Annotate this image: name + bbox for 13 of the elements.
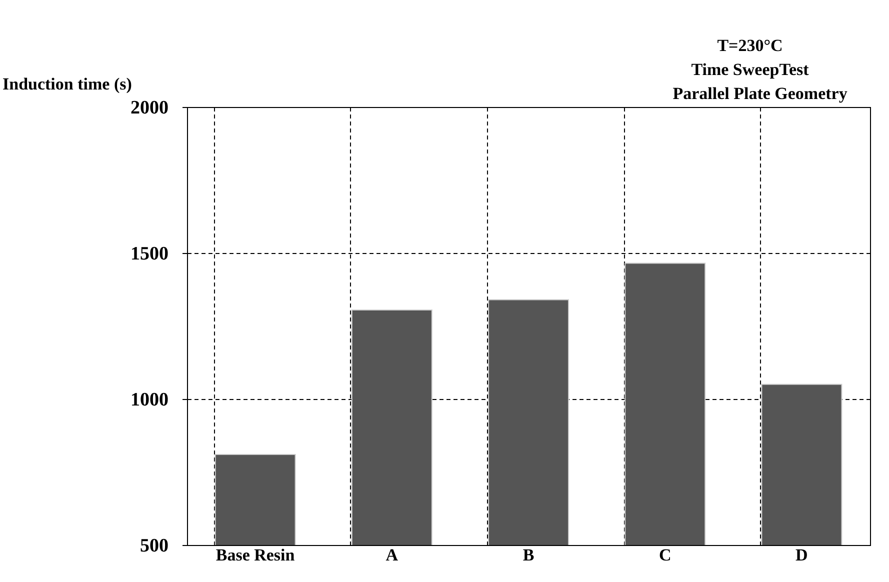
x-tick-label: B <box>522 546 534 564</box>
y-tick-label: 2000 <box>130 98 168 118</box>
x-tick-label: C <box>658 546 672 564</box>
x-tick-label: A <box>386 546 399 564</box>
y-tick-label: 500 <box>140 536 168 556</box>
y-tick-label: 1000 <box>130 390 168 410</box>
y-axis-title: Induction time (s) <box>2 74 132 94</box>
text: Parallel Plate Geometry <box>672 84 848 103</box>
text: Time SweepTest <box>691 60 810 79</box>
y-tick-label: 1500 <box>130 244 168 264</box>
x-tick-label: Base Resin <box>216 546 296 564</box>
text: T=230°C <box>717 36 783 55</box>
x-tick-label: D <box>796 546 808 564</box>
